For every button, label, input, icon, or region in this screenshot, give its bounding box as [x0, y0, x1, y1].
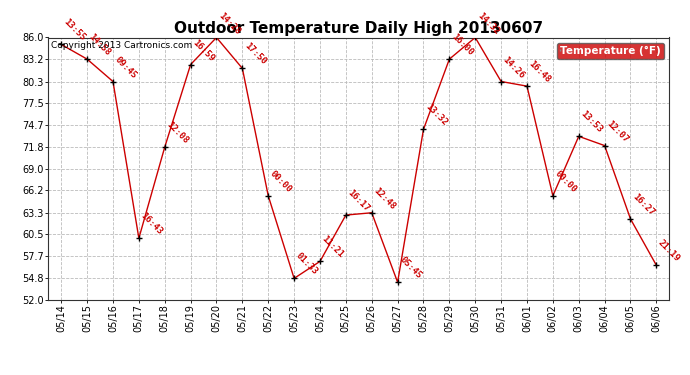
Text: 12:48: 12:48	[372, 186, 397, 211]
Text: 00:00: 00:00	[268, 169, 294, 194]
Text: 14:28: 14:28	[217, 10, 242, 36]
Text: 05:45: 05:45	[397, 255, 423, 281]
Text: 13:55: 13:55	[61, 18, 87, 43]
Text: 13:32: 13:32	[424, 102, 449, 128]
Text: 13:53: 13:53	[579, 110, 604, 135]
Text: 16:43: 16:43	[139, 211, 164, 237]
Text: 17:50: 17:50	[242, 42, 268, 67]
Text: 12:08: 12:08	[165, 120, 190, 146]
Text: 12:07: 12:07	[604, 118, 630, 144]
Text: 16:48: 16:48	[527, 59, 553, 85]
Text: 09:45: 09:45	[113, 55, 139, 80]
Text: 16:17: 16:17	[346, 188, 371, 213]
Text: 14:26: 14:26	[501, 55, 526, 80]
Text: 14:32: 14:32	[475, 10, 501, 36]
Text: 16:00: 16:00	[449, 32, 475, 58]
Text: 01:33: 01:33	[294, 252, 319, 277]
Legend: Temperature (°F): Temperature (°F)	[557, 43, 664, 59]
Title: Outdoor Temperature Daily High 20130607: Outdoor Temperature Daily High 20130607	[175, 21, 543, 36]
Text: 00:00: 00:00	[553, 169, 578, 194]
Text: 16:27: 16:27	[631, 192, 656, 217]
Text: 14:58: 14:58	[87, 32, 112, 58]
Text: Copyright 2013 Cartronics.com: Copyright 2013 Cartronics.com	[51, 42, 193, 51]
Text: 16:59: 16:59	[190, 38, 216, 63]
Text: 21:19: 21:19	[656, 238, 682, 264]
Text: 11:21: 11:21	[320, 234, 346, 260]
